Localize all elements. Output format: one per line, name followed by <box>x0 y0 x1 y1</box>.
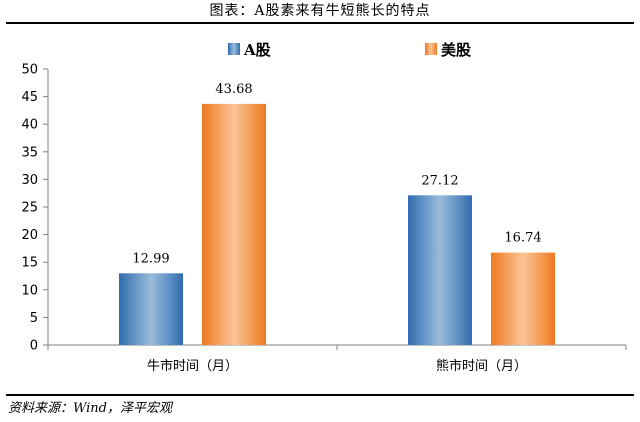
data-label: 27.12 <box>421 173 458 188</box>
y-tick-label: 30 <box>21 173 38 188</box>
source-note: 资料来源：Wind，泽平宏观 <box>8 401 172 416</box>
y-tick-label: 35 <box>21 145 38 160</box>
legend-label: 美股 <box>441 41 472 59</box>
y-tick-label: 40 <box>21 118 38 133</box>
x-tick-label: 牛市时间（月） <box>147 358 238 374</box>
data-label: 43.68 <box>215 82 252 97</box>
y-tick-label: 50 <box>21 63 38 78</box>
legend-label: A股 <box>243 41 272 59</box>
y-tick-label: 20 <box>21 228 38 243</box>
x-tick-label: 熊市时间（月） <box>436 358 527 374</box>
footer-divider <box>6 394 634 396</box>
bar <box>202 103 266 345</box>
y-tick-label: 10 <box>21 283 38 298</box>
bars: 12.99 43.68 27.12 16.74 <box>119 82 555 345</box>
legend: A股 美股 <box>228 41 472 59</box>
data-label: 12.99 <box>132 251 169 266</box>
y-tick-label: 15 <box>21 256 38 271</box>
y-tick-label: 0 <box>30 339 38 354</box>
legend-swatch <box>425 43 437 55</box>
title-divider <box>6 22 634 24</box>
bar <box>119 273 183 345</box>
y-tick-label: 25 <box>21 201 38 216</box>
bar <box>408 195 472 345</box>
y-tick-label: 45 <box>21 90 38 105</box>
legend-swatch <box>228 43 240 55</box>
bar <box>491 252 555 345</box>
chart-title: 图表：A股素来有牛短熊长的特点 <box>209 3 431 19</box>
y-tick-label: 5 <box>30 311 38 326</box>
data-label: 16.74 <box>504 231 541 246</box>
